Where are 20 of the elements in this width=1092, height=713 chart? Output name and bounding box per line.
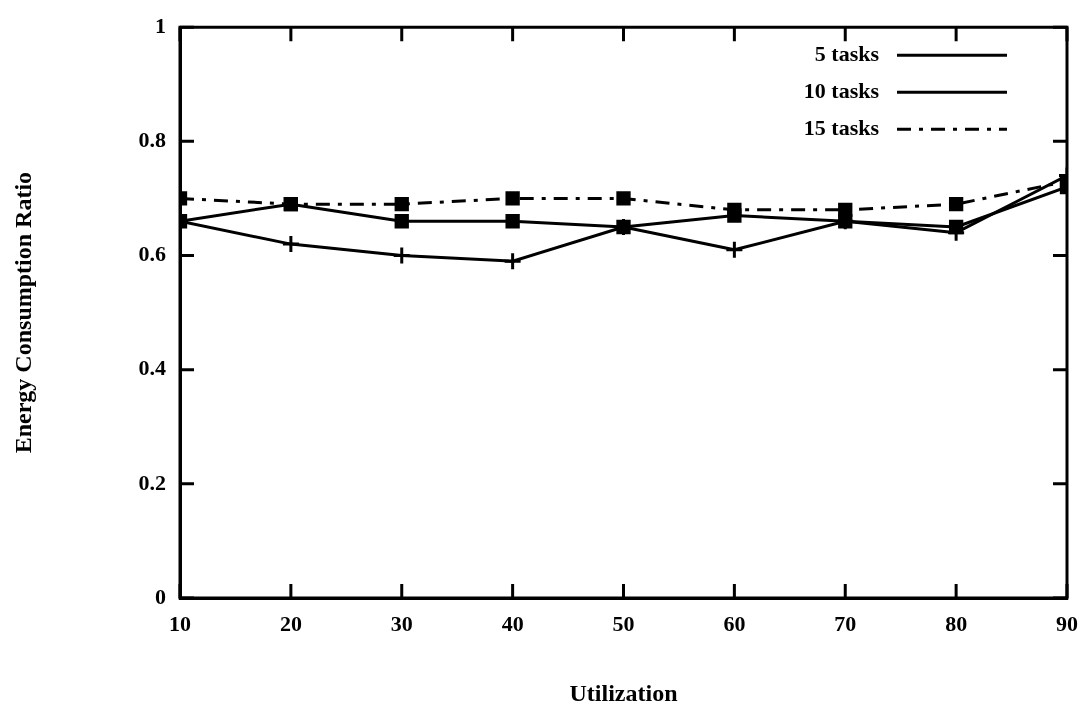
y-tick-label: 0 bbox=[155, 583, 166, 609]
y-tick-label: 0.8 bbox=[138, 127, 166, 153]
legend-label: 15 tasks bbox=[803, 114, 880, 140]
y-tick-label: 0.2 bbox=[138, 469, 166, 495]
x-tick-label: 50 bbox=[612, 610, 635, 636]
x-tick-label: 80 bbox=[945, 610, 968, 636]
x-tick-label: 60 bbox=[723, 610, 746, 636]
y-tick-label: 0.4 bbox=[138, 355, 166, 381]
y-tick-label: 1 bbox=[155, 12, 166, 38]
x-tick-label: 40 bbox=[501, 610, 524, 636]
y-tick-label: 0.6 bbox=[138, 241, 166, 267]
legend-label: 10 tasks bbox=[803, 77, 880, 103]
x-tick-label: 20 bbox=[279, 610, 302, 636]
x-tick-label: 70 bbox=[834, 610, 857, 636]
x-tick-label: 10 bbox=[169, 610, 191, 636]
x-tick-label: 90 bbox=[1056, 610, 1078, 636]
x-tick-label: 30 bbox=[390, 610, 413, 636]
x-axis-title: Utilization bbox=[569, 679, 678, 706]
y-axis-title: Energy Consumption Ratio bbox=[9, 171, 36, 454]
legend-label: 5 tasks bbox=[814, 40, 880, 66]
